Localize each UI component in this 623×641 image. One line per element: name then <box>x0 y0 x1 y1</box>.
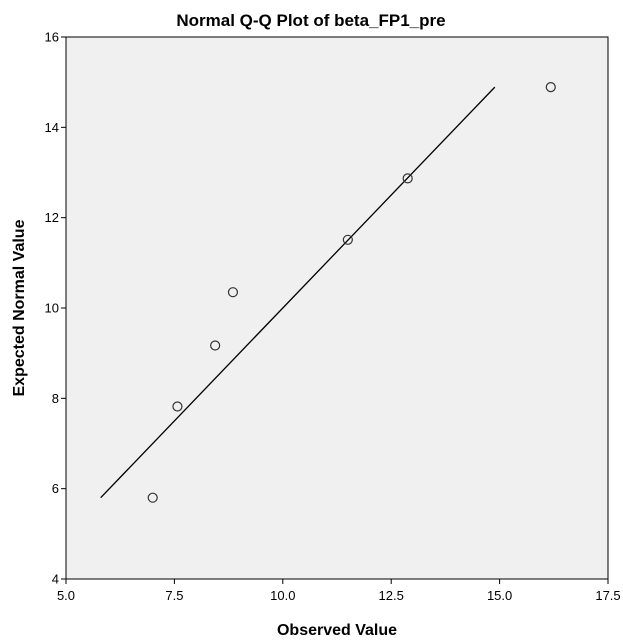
data-point <box>172 401 183 412</box>
data-point <box>227 287 239 298</box>
chart-title: Normal Q-Q Plot of beta_FP1_pre <box>176 11 445 30</box>
y-tick-label: 16 <box>45 30 59 45</box>
y-tick-label: 14 <box>45 120 59 135</box>
y-axis-label: Expected Normal Value <box>11 219 28 396</box>
data-point <box>402 173 413 184</box>
data-point <box>147 492 158 503</box>
data-point <box>545 82 556 93</box>
x-tick-label: 15.0 <box>487 588 512 603</box>
y-tick-label: 10 <box>45 301 59 316</box>
x-tick-label: 7.5 <box>165 588 183 603</box>
y-tick-label: 8 <box>52 391 59 406</box>
x-axis-label: Observed Value <box>277 622 397 639</box>
y-tick-label: 6 <box>52 481 59 496</box>
y-tick-label: 12 <box>45 210 59 225</box>
plot-area <box>65 36 609 580</box>
x-tick-label: 5.0 <box>57 588 75 603</box>
data-point <box>210 340 221 351</box>
data-point <box>342 234 353 245</box>
reference-line <box>100 86 496 499</box>
y-tick-label: 4 <box>52 572 59 587</box>
x-tick-label: 17.5 <box>595 588 620 603</box>
x-tick-label: 12.5 <box>379 588 404 603</box>
x-tick-label: 10.0 <box>270 588 295 603</box>
